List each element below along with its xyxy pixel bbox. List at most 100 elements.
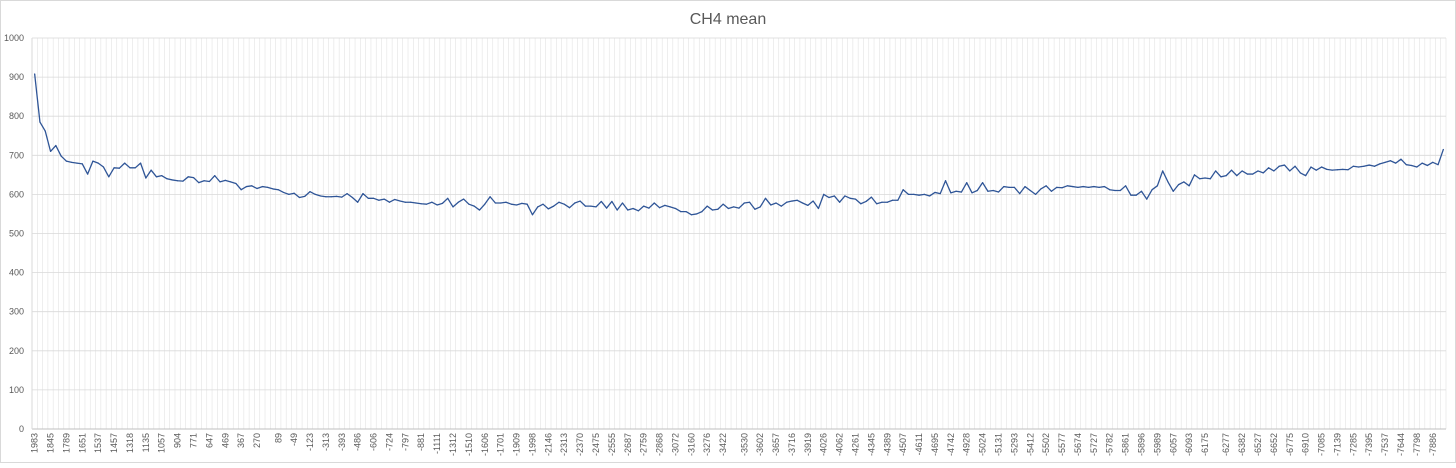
x-tick-label: -3072: [670, 433, 680, 456]
data-point: [166, 178, 168, 180]
x-tick-label: -881: [416, 433, 426, 451]
x-tick-label: -5131: [993, 433, 1003, 456]
x-axis-tick-labels: 1983 1845 1789 1651 1537 1457 1318 1135 1057 904 7…: [30, 433, 1438, 456]
data-point: [1363, 165, 1365, 167]
x-tick-label: -3602: [755, 433, 765, 456]
data-point: [230, 181, 232, 183]
x-tick-label: -6652: [1269, 433, 1279, 456]
data-point: [500, 202, 502, 204]
x-tick-label: -1606: [480, 433, 490, 456]
data-point: [346, 193, 348, 195]
data-point: [1315, 169, 1317, 171]
data-point: [1373, 165, 1376, 167]
data-point: [1077, 186, 1079, 188]
data-point: [833, 195, 835, 197]
data-point: [823, 193, 825, 195]
x-tick-label: -4345: [866, 433, 876, 456]
x-tick-label: 1789: [61, 433, 71, 453]
x-tick-label: -4026: [819, 433, 829, 456]
data-point: [595, 206, 597, 208]
data-point: [1040, 188, 1042, 190]
data-point: [960, 191, 963, 193]
x-tick-label: -7285: [1348, 433, 1358, 456]
data-point: [632, 207, 634, 210]
x-tick-label: -5024: [978, 433, 988, 456]
data-point: [881, 201, 883, 203]
data-point: [658, 207, 661, 209]
data-point: [1156, 185, 1158, 187]
chart-title: CH4 mean: [690, 11, 766, 28]
data-point: [780, 205, 782, 207]
x-tick-label: -797: [400, 433, 410, 451]
data-point: [1358, 166, 1360, 168]
x-tick-label: -4742: [946, 433, 956, 456]
data-point: [473, 205, 475, 207]
data-point: [1267, 167, 1270, 169]
data-point: [854, 198, 857, 200]
data-point: [161, 175, 163, 177]
data-point: [351, 196, 353, 199]
data-point: [812, 200, 814, 202]
data-point: [770, 204, 772, 206]
data-point: [261, 185, 263, 188]
data-point: [1188, 185, 1190, 187]
data-point: [425, 203, 428, 205]
x-tick-label: -724: [384, 433, 394, 451]
data-point: [944, 180, 947, 182]
x-tick-label: 367: [236, 433, 246, 448]
x-tick-label: -1701: [496, 433, 506, 456]
data-point: [97, 162, 99, 164]
data-point: [1019, 193, 1021, 195]
data-point: [1103, 185, 1106, 188]
data-point: [637, 210, 639, 212]
data-point: [314, 193, 316, 195]
data-point: [87, 173, 89, 175]
data-point: [177, 180, 179, 182]
data-point: [214, 175, 216, 177]
data-point: [372, 197, 375, 199]
data-point: [627, 209, 629, 211]
x-tick-label: -2759: [639, 433, 649, 456]
y-tick-label: 700: [9, 150, 24, 160]
x-tick-label: -1111: [432, 433, 442, 454]
x-tick-label: -486: [353, 433, 363, 451]
data-point: [849, 197, 851, 199]
data-point: [341, 196, 343, 198]
data-point: [1034, 193, 1037, 195]
data-point: [150, 169, 152, 171]
data-point: [515, 204, 518, 206]
data-point: [1056, 186, 1058, 188]
x-tick-label: 904: [173, 433, 183, 448]
data-point: [521, 202, 523, 204]
x-tick-label: -4062: [835, 433, 845, 456]
data-point: [1257, 170, 1259, 172]
x-tick-label: -4611: [914, 433, 924, 455]
x-tick-label: -2146: [543, 433, 553, 456]
data-point: [1066, 185, 1068, 187]
data-point: [934, 191, 936, 194]
y-tick-label: 100: [9, 385, 24, 395]
data-point: [817, 207, 820, 210]
data-point: [1140, 190, 1143, 192]
data-point: [108, 176, 110, 178]
data-point: [1146, 198, 1148, 200]
data-point: [325, 196, 327, 198]
data-point: [1204, 177, 1206, 179]
data-point: [733, 206, 735, 208]
data-point: [320, 195, 322, 197]
x-tick-label: -2687: [623, 433, 633, 456]
x-tick-label: -3657: [771, 433, 781, 456]
data-point: [1305, 175, 1307, 177]
x-tick-label: -6057: [1168, 433, 1178, 456]
data-point: [1167, 181, 1169, 183]
x-tick-label: -5502: [1041, 433, 1051, 456]
x-tick-label: -6277: [1221, 433, 1231, 456]
data-point: [1432, 161, 1434, 163]
data-point: [865, 200, 867, 203]
data-point: [643, 205, 645, 207]
data-point: [60, 155, 62, 157]
data-point: [410, 201, 412, 203]
x-tick-label: -49: [289, 433, 299, 446]
x-tick-label: -4928: [962, 433, 972, 456]
